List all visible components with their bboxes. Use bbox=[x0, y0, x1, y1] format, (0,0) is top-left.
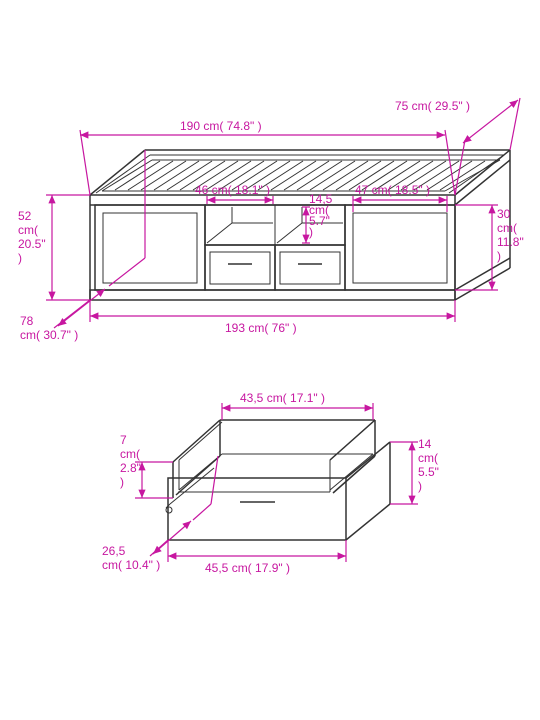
dim-drw-rh2: cm( bbox=[418, 451, 438, 465]
dim-drw-depth2: cm( 10.4" ) bbox=[102, 558, 160, 572]
dim-bed-top-depth: 75 cm( 29.5" ) bbox=[395, 99, 470, 113]
dim-drw-lh1: 7 bbox=[120, 433, 127, 447]
drawer-drawing: 43,5 cm( 17.1" ) 7 cm( 2.8" ) 14 cm( 5.5… bbox=[102, 391, 439, 575]
dim-bed-right-h2: cm( bbox=[497, 221, 517, 235]
dim-drw-rh1: 14 bbox=[418, 437, 432, 451]
dim-bed-left-h4: ) bbox=[18, 251, 22, 265]
dim-drw-inner-w: 43,5 cm( 17.1" ) bbox=[240, 391, 325, 405]
dimensional-diagram: 190 cm( 74.8" ) 75 cm( 29.5" ) 52 cm( 20… bbox=[0, 0, 540, 720]
dim-drw-base-w: 45,5 cm( 17.9" ) bbox=[205, 561, 290, 575]
dim-bed-right-h3: 11.8" bbox=[497, 235, 524, 249]
dim-bed-depth2: cm( 30.7" ) bbox=[20, 328, 78, 342]
dim-bed-mid-h4: ) bbox=[309, 225, 313, 239]
dim-drw-lh3: 2.8" bbox=[120, 461, 141, 475]
dim-bed-right-h4: ) bbox=[497, 249, 501, 263]
dim-bed-base-w: 193 cm( 76" ) bbox=[225, 321, 297, 335]
dim-bed-right-h1: 30 bbox=[497, 207, 511, 221]
dim-drw-lh2: cm( bbox=[120, 447, 140, 461]
dim-bed-depth1: 78 bbox=[20, 314, 34, 328]
dim-bed-left-h3: 20.5" bbox=[18, 237, 46, 251]
dim-drw-lh4: ) bbox=[120, 475, 124, 489]
dim-bed-left-h2: cm( bbox=[18, 223, 38, 237]
dim-bed-left-h1: 52 bbox=[18, 209, 32, 223]
dim-bed-mid-w: 46 cm( 18.1" ) bbox=[195, 183, 270, 197]
dim-drw-rh3: 5.5" bbox=[418, 465, 439, 479]
bed-drawing: 190 cm( 74.8" ) 75 cm( 29.5" ) 52 cm( 20… bbox=[18, 98, 524, 342]
dim-drw-depth1: 26,5 bbox=[102, 544, 126, 558]
dim-bed-right-w: 47 cm( 18.5" ) bbox=[355, 183, 430, 197]
dim-drw-rh4: ) bbox=[418, 479, 422, 493]
dim-bed-top-width: 190 cm( 74.8" ) bbox=[180, 119, 262, 133]
